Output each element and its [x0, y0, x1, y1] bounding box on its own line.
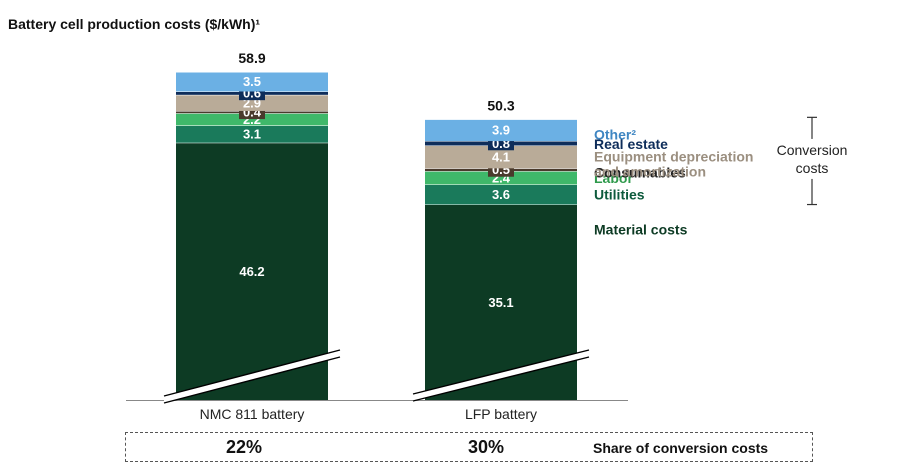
bar-segment	[176, 72, 328, 92]
value-label: 35.1	[488, 295, 513, 310]
bar-segment	[176, 94, 328, 111]
series-label: Other²	[594, 126, 636, 142]
axis-break-line	[163, 349, 341, 397]
series-label: Utilities	[594, 187, 645, 203]
bracket-label: Conversion	[777, 142, 848, 158]
axis-break-line	[412, 349, 590, 395]
value-label: 3.1	[243, 127, 261, 142]
axis-break-line	[412, 356, 590, 402]
series-label: Labor	[594, 170, 633, 186]
category-label: LFP battery	[465, 406, 537, 422]
share-label: Share of conversion costs	[593, 440, 769, 456]
total-label: 50.3	[487, 97, 514, 113]
series-label: and amortization	[594, 164, 706, 180]
series-label: Consumables	[594, 164, 686, 180]
value-label: 3.6	[492, 187, 510, 202]
share-lfp: 30%	[468, 437, 505, 457]
total-label: 58.9	[238, 50, 265, 66]
bar-segment	[425, 184, 577, 205]
axis-break-band	[164, 350, 340, 403]
bar-segment	[425, 119, 577, 142]
category-label: NMC 811 battery	[200, 406, 305, 422]
share-nmc: 22%	[226, 437, 263, 457]
bar-segment	[425, 145, 577, 169]
bracket-label: costs	[796, 160, 829, 176]
series-label: Real estate	[594, 136, 668, 152]
bracket-label-bg	[770, 138, 854, 179]
bar-segment	[425, 204, 577, 400]
bar-segment	[176, 113, 328, 126]
value-label: 4.1	[492, 149, 510, 164]
chart-title: Battery cell production costs ($/kWh)¹	[8, 16, 261, 32]
series-label: Equipment depreciation	[594, 149, 753, 165]
conversion-share-box: 22% 30% Share of conversion costs	[125, 432, 813, 462]
value-label: 3.5	[243, 74, 261, 89]
bar-segment	[425, 171, 577, 185]
bar-segment	[176, 125, 328, 143]
series-label: Material costs	[594, 222, 688, 238]
axis-break-band	[413, 350, 589, 401]
bar-segment	[176, 142, 328, 400]
value-label: 3.9	[492, 123, 510, 138]
axis-break-line	[163, 356, 341, 404]
value-label: 46.2	[239, 264, 264, 279]
